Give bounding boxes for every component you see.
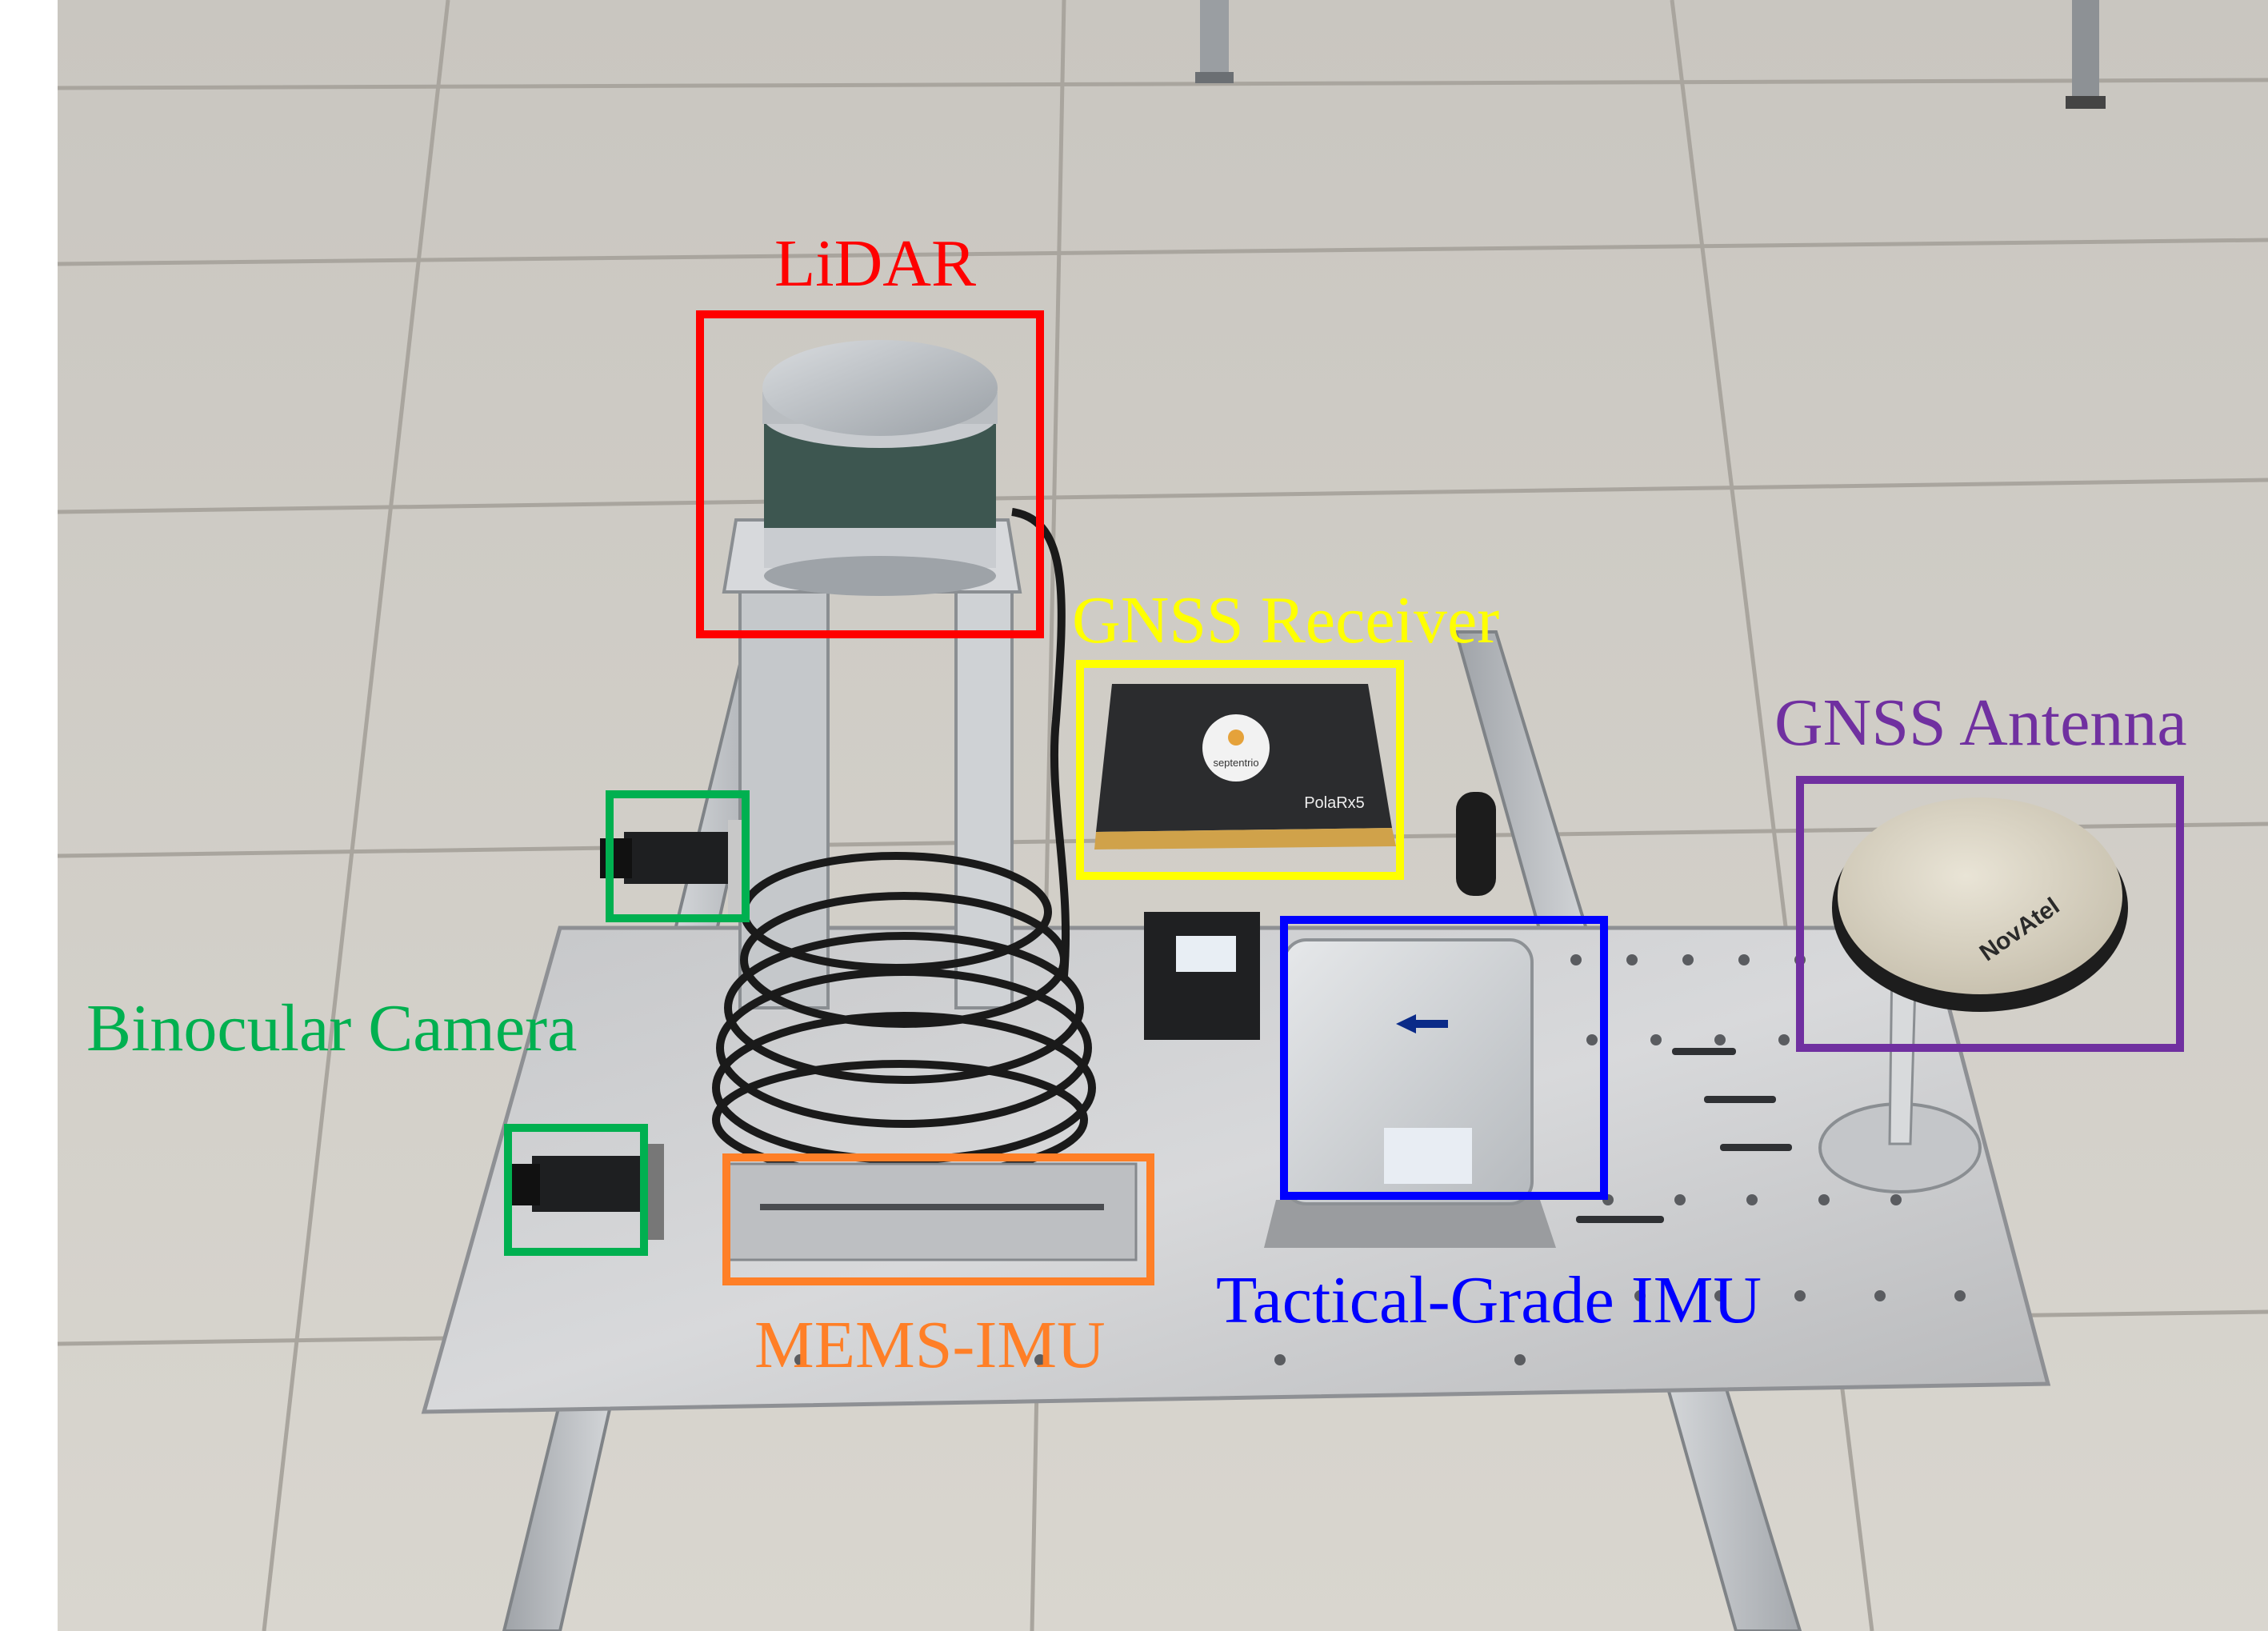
mems-imu-mount [726,1162,1138,1261]
table-legs [1195,0,2106,109]
mems-imu-label: MEMS-IMU [754,1308,1106,1382]
lidar-sensor [762,340,998,596]
gnss-receiver-box [1076,660,1404,880]
tactical-imu-label: Tactical-Grade IMU [1216,1263,1762,1337]
gnss-antenna-device: NovAtel [1818,798,2128,1193]
tactical-imu-device [1264,938,1556,1248]
receiver-model-text: PolaRx5 [1304,794,1365,812]
base-plate [421,925,2051,1414]
gnss-antenna-label: GNSS Antenna [1774,686,2187,760]
camera-box-lower [504,1124,648,1256]
gnss-receiver-label: GNSS Receiver [1072,583,1500,658]
handle [1456,792,1496,896]
gnss-receiver-device: septentrio PolaRx5 [1094,684,1396,849]
junction-box [1144,912,1260,1040]
gnss-antenna-box [1796,776,2184,1052]
annotation-boxes [504,310,2184,1285]
lidar-label: LiDAR [774,226,976,301]
mems-imu-box [722,1153,1154,1285]
lidar-box [696,310,1044,638]
binocular-camera-label: Binocular Camera [86,991,578,1065]
binocular-camera-units [512,820,744,1240]
receiver-brand-text: septentrio [1213,757,1258,769]
tactical-imu-box [1280,916,1608,1200]
camera-box-upper [606,790,750,922]
